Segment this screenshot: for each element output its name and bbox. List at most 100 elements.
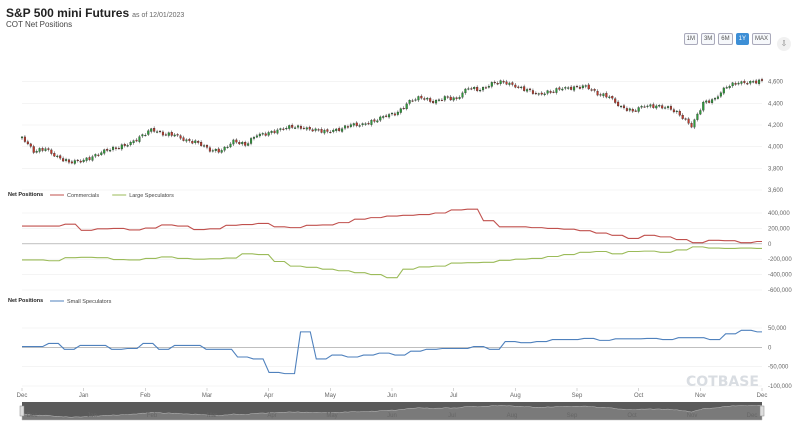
candle-body: [731, 82, 734, 87]
candle-body: [376, 120, 379, 123]
candle-body: [443, 96, 446, 101]
candle-body: [314, 128, 317, 131]
range-button-1m[interactable]: 1M: [683, 33, 698, 45]
navigator-label: Mar: [207, 413, 217, 419]
candle-body: [746, 83, 749, 85]
candle-body: [667, 106, 670, 108]
x-tick-label: Sep: [572, 393, 583, 399]
navigator-label: May: [326, 413, 337, 419]
candle-body: [70, 161, 73, 164]
candle-body: [47, 148, 50, 150]
candle-body: [426, 97, 429, 100]
candle-body: [578, 86, 581, 89]
net-y-tick-label: -600,000: [768, 288, 792, 294]
candle-body: [109, 150, 112, 152]
range-button-max[interactable]: MAX: [751, 33, 771, 45]
candle-body: [252, 137, 256, 139]
candle-body: [593, 89, 596, 91]
candle-body: [305, 127, 308, 130]
candle-body: [205, 145, 209, 148]
candle-body: [85, 157, 88, 161]
candle-body: [740, 81, 743, 84]
candle-body: [150, 128, 153, 132]
chart-title-block: S&P 500 mini Futures as of 12/01/2023: [6, 4, 184, 22]
as-of-date: as of 12/01/2023: [132, 12, 185, 19]
candle-body: [693, 119, 696, 128]
candle-body: [73, 160, 76, 164]
candle-body: [355, 122, 358, 126]
candle-body: [614, 98, 617, 103]
candle-body: [343, 125, 347, 129]
candle-body: [546, 90, 549, 94]
candle-body: [335, 128, 338, 131]
candle-body: [114, 147, 117, 149]
candle-body: [631, 109, 634, 112]
range-button-3m[interactable]: 3M: [700, 33, 716, 45]
candle-body: [338, 128, 341, 131]
candle-body: [120, 144, 123, 150]
candle-body: [728, 86, 731, 88]
navigator-right-handle: [759, 405, 765, 417]
chart-subtitle: COT Net Positions: [6, 20, 73, 29]
candle-body: [323, 129, 326, 134]
candle-body: [367, 122, 370, 125]
legend-label: Small Speculators: [67, 299, 112, 305]
candle-body: [411, 100, 414, 102]
candle-body: [32, 146, 35, 153]
candle-body: [584, 85, 587, 87]
series-line: [22, 329, 762, 375]
candle-body: [517, 86, 520, 88]
candle-body: [734, 83, 737, 85]
candle-body: [520, 86, 523, 88]
candle-body: [176, 134, 179, 136]
candle-body: [511, 82, 514, 85]
download-icon[interactable]: ⇩: [777, 37, 791, 51]
candle-body: [596, 90, 599, 96]
candle-body: [182, 137, 185, 141]
candle-body: [308, 127, 311, 130]
net-y-tick-label: 0: [768, 242, 772, 248]
candle-body: [117, 148, 120, 150]
candle-body: [528, 88, 532, 91]
candle-body: [479, 90, 482, 92]
range-button-1y[interactable]: 1Y: [735, 33, 749, 45]
range-selector: 1M 3M 6M 1Y MAX: [683, 33, 771, 45]
navigator-label: Jun: [387, 413, 397, 419]
candle-body: [291, 124, 294, 128]
candle-body: [103, 149, 106, 154]
candle-body: [200, 142, 203, 146]
candle-body: [537, 93, 540, 95]
candle-body: [311, 129, 314, 132]
candle-body: [393, 113, 396, 116]
navigator-label: Sep: [567, 413, 578, 419]
candle-body: [261, 133, 264, 135]
candle-body: [229, 143, 232, 148]
panel-title: Net Positions: [8, 298, 43, 304]
net-y-tick-label: -50,000: [768, 365, 789, 371]
candle-body: [602, 93, 605, 97]
net-y-tick-label: 200,000: [768, 226, 790, 232]
candle-body: [352, 123, 355, 126]
candle-body: [669, 106, 672, 110]
candle-body: [617, 101, 620, 107]
candle-body: [455, 97, 458, 99]
candle-body: [552, 91, 555, 93]
candle-body: [399, 108, 402, 113]
candle-body: [255, 135, 258, 138]
candle-body: [429, 98, 432, 102]
candle-body: [138, 136, 141, 142]
candle-body: [711, 99, 714, 103]
candle-body: [250, 138, 253, 144]
candle-body: [628, 108, 631, 111]
candle-body: [643, 106, 646, 108]
candle-body: [41, 148, 44, 151]
candle-body: [490, 82, 493, 87]
x-tick-label: Apr: [264, 393, 273, 399]
candle-body: [743, 80, 746, 83]
candle-body: [713, 98, 717, 100]
range-button-6m[interactable]: 6M: [718, 33, 733, 45]
navigator-label: Apr: [267, 413, 276, 419]
candle-body: [203, 145, 206, 147]
candle-body: [241, 142, 244, 145]
candle-body: [299, 125, 302, 129]
